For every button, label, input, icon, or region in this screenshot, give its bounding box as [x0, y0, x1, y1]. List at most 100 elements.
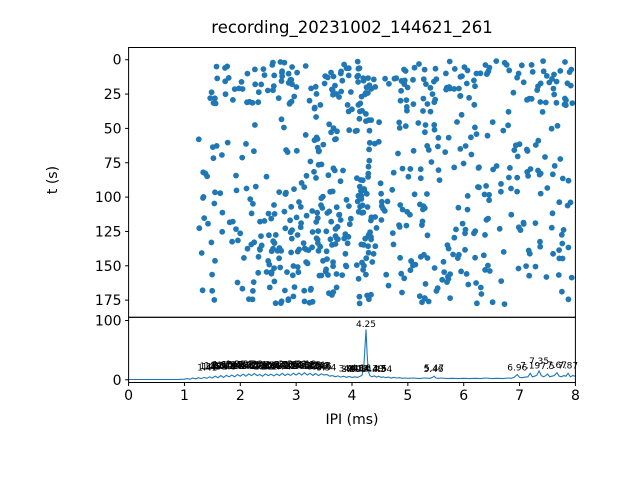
peak-label: 3.22 — [298, 362, 318, 372]
scatter-point — [313, 91, 320, 97]
scatter-point — [508, 211, 515, 218]
peak-label: 3.99 — [341, 365, 361, 375]
scatter-point — [417, 175, 424, 182]
scatter-point — [451, 66, 458, 72]
raster-frame — [128, 47, 576, 318]
scatter-point — [422, 281, 429, 287]
scatter-point — [250, 288, 256, 294]
scatter-point — [459, 73, 465, 80]
scatter-point — [312, 83, 319, 90]
scatter-point — [270, 245, 276, 252]
scatter-point — [291, 284, 298, 290]
scatter-point — [230, 97, 236, 103]
scatter-point — [486, 191, 492, 198]
scatter-point — [327, 236, 334, 243]
scatter-point — [345, 72, 352, 79]
scatter-point — [301, 298, 308, 305]
scatter-point — [472, 124, 478, 131]
scatter-point — [415, 120, 422, 126]
scatter-point — [476, 184, 482, 191]
scatter-point — [276, 245, 283, 251]
scatter-point — [431, 122, 438, 128]
peak-label: 2.19 — [241, 362, 261, 372]
scatter-point — [346, 221, 353, 228]
scatter-point — [244, 99, 250, 106]
scatter-point — [421, 251, 427, 258]
scatter-point — [252, 122, 258, 128]
scatter-point — [535, 83, 541, 90]
scatter-point — [360, 242, 367, 248]
scatter-point — [317, 102, 324, 108]
scatter-point — [255, 253, 262, 260]
scatter-point — [284, 269, 290, 275]
peak-label: 1.41 — [197, 363, 217, 373]
peak-label: 2.11 — [236, 362, 256, 372]
scatter-point — [346, 203, 352, 210]
peak-label: 7.19 — [520, 362, 540, 372]
scatter-point — [556, 255, 563, 262]
scatter-point — [294, 232, 301, 238]
scatter-point — [553, 99, 560, 106]
scatter-point — [356, 183, 363, 190]
scatter-point — [399, 206, 406, 213]
scatter-point — [427, 84, 434, 91]
scatter-point — [233, 187, 240, 194]
peak-label: 2.38 — [251, 361, 271, 371]
peak-label: 2.04 — [232, 362, 252, 372]
scatter-point — [385, 282, 392, 289]
scatter-point — [366, 139, 373, 146]
scatter-point — [405, 173, 412, 180]
scatter-point — [565, 296, 572, 303]
scatter-point — [196, 225, 203, 232]
peak-label: 2.98 — [285, 362, 305, 372]
peak-label: 2.31 — [248, 360, 268, 370]
scatter-point — [313, 219, 320, 225]
scatter-point — [282, 287, 288, 294]
scatter-point — [471, 230, 477, 237]
scatter-point — [424, 232, 431, 239]
scatter-point — [212, 189, 218, 196]
scatter-point — [422, 129, 428, 136]
scatter-point — [357, 100, 364, 107]
raster-y-axis: 0 25 50 75 100 125 150 175 — [95, 53, 129, 309]
peak-label: 3.94 — [339, 365, 359, 375]
scatter-point — [313, 175, 319, 181]
peak-label: 6.96 — [507, 363, 527, 373]
scatter-point — [347, 215, 354, 222]
scatter-point — [435, 167, 442, 174]
scatter-point — [207, 95, 214, 101]
peak-label: 2.58 — [263, 362, 283, 372]
scatter-point — [403, 222, 410, 229]
scatter-point — [286, 100, 293, 107]
scatter-point — [345, 233, 352, 240]
scatter-point — [359, 202, 366, 209]
scatter-point — [287, 229, 294, 236]
peak-label: 4.08 — [346, 365, 366, 375]
scatter-point — [477, 284, 484, 291]
scatter-point — [562, 59, 568, 65]
scatter-point — [473, 280, 479, 286]
scatter-point — [348, 89, 354, 95]
scatter-point — [489, 119, 496, 125]
scatter-point — [526, 272, 533, 279]
scatter-point — [537, 190, 544, 197]
scatter-point — [327, 188, 334, 195]
scatter-point — [548, 125, 555, 132]
scatter-point — [323, 248, 330, 255]
scatter-point — [282, 191, 289, 197]
scatter-point — [486, 268, 493, 274]
scatter-point — [276, 189, 283, 196]
scatter-point — [271, 72, 278, 79]
scatter-point — [255, 269, 262, 276]
scatter-point — [225, 75, 232, 81]
scatter-point — [356, 65, 363, 72]
peak-label: 2.78 — [274, 360, 294, 370]
scatter-point — [407, 267, 414, 274]
peak-label: 3.38 — [307, 363, 327, 373]
scatter-point — [246, 296, 252, 302]
scatter-point — [485, 262, 491, 269]
scatter-point — [536, 171, 543, 178]
scatter-point — [198, 250, 205, 256]
scatter-point — [549, 76, 555, 82]
scatter-point — [306, 97, 313, 104]
